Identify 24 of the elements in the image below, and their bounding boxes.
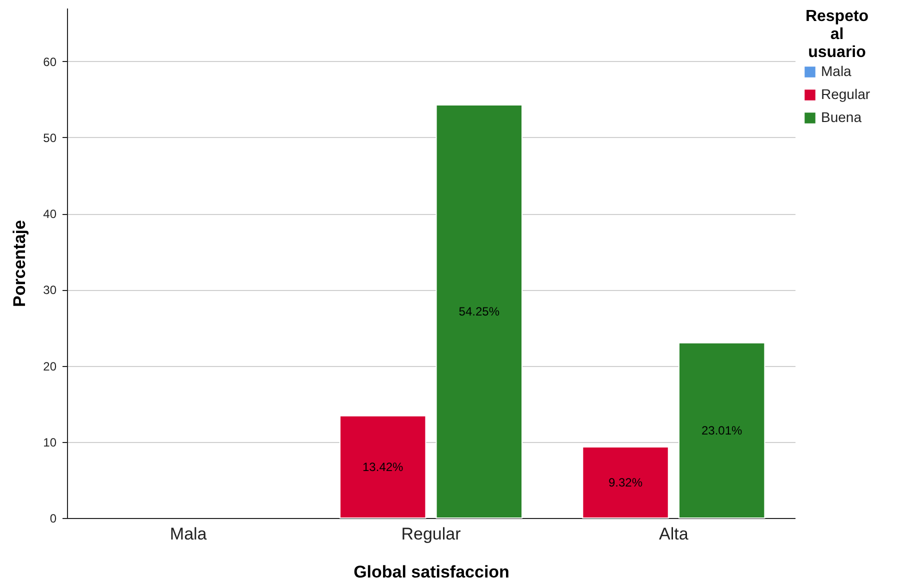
- legend-label: Buena: [821, 109, 862, 125]
- y-tick-label: 30: [43, 283, 57, 298]
- x-tick-label: Regular: [401, 524, 462, 544]
- y-tick-label: 10: [43, 435, 57, 450]
- bar: [436, 104, 522, 518]
- data-label: 23.01%: [701, 423, 742, 438]
- y-axis-title: Porcentaje: [10, 220, 30, 307]
- data-label: 54.25%: [458, 304, 500, 319]
- x-axis-title: Global satisfaccion: [354, 562, 510, 582]
- y-tick-label: 50: [43, 130, 57, 145]
- x-tick-label: Alta: [659, 524, 689, 544]
- bar: [582, 446, 669, 518]
- y-tick-label: 40: [43, 207, 57, 222]
- legend-title: Respeto al usuario: [805, 8, 869, 61]
- data-label: 9.32%: [608, 476, 643, 490]
- y-tick-label: 60: [43, 54, 57, 69]
- data-label: 13.42%: [362, 460, 404, 474]
- y-tick-label: 0: [50, 512, 57, 526]
- x-tick-label: Mala: [170, 524, 208, 544]
- bar: [340, 415, 426, 518]
- y-tick-label: 20: [43, 359, 57, 374]
- legend-label: Mala: [821, 63, 852, 79]
- bar: [678, 342, 766, 518]
- legend-label: Regular: [821, 86, 870, 102]
